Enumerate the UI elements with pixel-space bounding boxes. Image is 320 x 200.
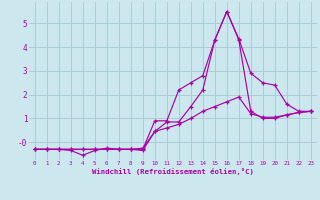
X-axis label: Windchill (Refroidissement éolien,°C): Windchill (Refroidissement éolien,°C) <box>92 168 254 175</box>
